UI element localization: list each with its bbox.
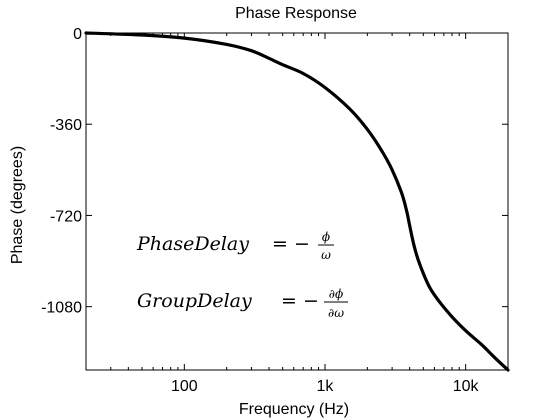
phase-delay-denominator: ω bbox=[321, 248, 331, 262]
x-tick-label: 100 bbox=[171, 378, 198, 395]
y-axis: 0 -360 -720 -1080 bbox=[41, 26, 508, 317]
x-tick-label: 1k bbox=[317, 378, 335, 395]
y-axis-label: Phase (degrees) bbox=[9, 146, 26, 264]
x-axis: 100 1k 10k bbox=[85, 33, 509, 395]
x-tick-label: 10k bbox=[453, 378, 480, 395]
group-delay-numerator: ∂ϕ bbox=[329, 287, 343, 301]
phase-delay-formula: PhaseDelay = − ϕ ω bbox=[136, 230, 334, 262]
plot-area bbox=[85, 32, 509, 371]
equals-minus: = − bbox=[281, 290, 319, 312]
group-delay-denominator: ∂ω bbox=[328, 306, 344, 320]
y-tick-label: -360 bbox=[50, 117, 82, 134]
chart-title: Phase Response bbox=[235, 5, 357, 22]
y-tick-label: -720 bbox=[50, 208, 82, 225]
group-delay-lhs: GroupDelay bbox=[137, 290, 252, 312]
y-tick-label: -1080 bbox=[41, 300, 82, 317]
phase-curve-line bbox=[84, 31, 510, 372]
phase-delay-lhs: PhaseDelay bbox=[136, 233, 249, 255]
group-delay-formula: GroupDelay = − ∂ϕ ∂ω bbox=[137, 287, 348, 320]
y-tick-label: 0 bbox=[73, 26, 82, 43]
equals-minus: = − bbox=[272, 233, 310, 255]
x-axis-label: Frequency (Hz) bbox=[239, 401, 349, 418]
phase-delay-numerator: ϕ bbox=[322, 230, 330, 244]
